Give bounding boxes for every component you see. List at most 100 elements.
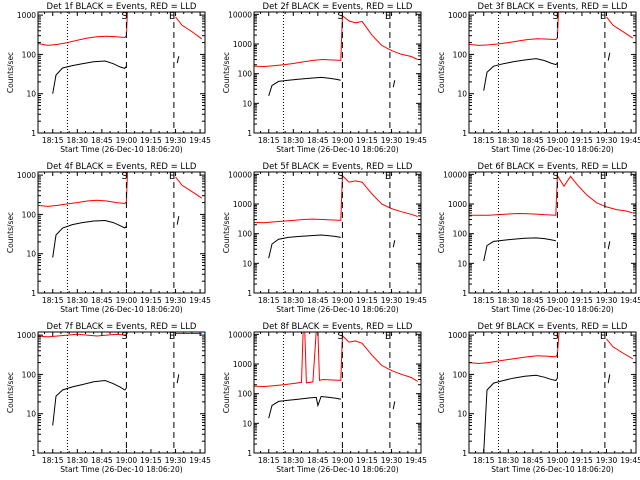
x-tick-label: 19:15 (356, 456, 378, 465)
plot-frame (253, 171, 422, 294)
plot-frame (37, 171, 206, 294)
series-group (469, 332, 633, 453)
series-line-lld (38, 12, 202, 46)
y-axis-label: Counts/sec (437, 52, 446, 93)
series-line-events (483, 52, 611, 91)
x-tick-label: 19:30 (165, 456, 187, 465)
panel-title: Det 7f BLACK = Events, RED = LLD (47, 322, 197, 332)
x-tick-label: 19:15 (356, 296, 378, 305)
panel-title: Det 6f BLACK = Events, RED = LLD (478, 162, 628, 172)
panel-title: Det 4f BLACK = Events, RED = LLD (47, 162, 197, 172)
y-tick-label: 1 (462, 449, 467, 458)
x-tick-label: 19:30 (165, 136, 187, 145)
plot-frame (468, 171, 637, 294)
series-group (254, 332, 418, 419)
panel-title: Det 5f BLACK = Events, RED = LLD (263, 162, 413, 172)
panel-title: Det 1f BLACK = Events, RED = LLD (47, 2, 197, 12)
x-tick-label: 18:45 (522, 296, 544, 305)
x-tick-label: 18:45 (91, 136, 113, 145)
series-line-events (483, 237, 611, 262)
y-tick-label: 10 (457, 410, 467, 419)
x-tick-label: 18:30 (282, 296, 304, 305)
x-tick-label: 18:45 (307, 296, 329, 305)
x-tick-label: 18:15 (258, 136, 280, 145)
panel-title: Det 2f BLACK = Events, RED = LLD (263, 2, 413, 12)
x-tick-label: 18:45 (522, 456, 544, 465)
x-tick-label: 18:45 (307, 136, 329, 145)
series-line-lld (254, 14, 418, 68)
x-tick-label: 19:00 (332, 136, 354, 145)
x-tick-label: 18:15 (473, 296, 495, 305)
x-tick-label: 19:15 (571, 456, 593, 465)
marker-label: S (121, 171, 127, 182)
x-tick-label: 19:15 (140, 456, 162, 465)
y-tick-label: 1000 (233, 40, 252, 49)
x-tick-label: 19:15 (356, 136, 378, 145)
x-tick-label: 19:30 (596, 456, 618, 465)
x-tick-label: 18:30 (66, 456, 88, 465)
plot-frame (253, 331, 422, 454)
marker-label: S (121, 331, 127, 342)
x-tick-label: 19:15 (571, 136, 593, 145)
plot-frame (253, 11, 422, 134)
plot-frame (37, 331, 206, 454)
x-tick-label: 18:30 (497, 456, 519, 465)
x-tick-label: 19:45 (620, 456, 640, 465)
marker-label: S (552, 171, 558, 182)
marker-label: E (385, 11, 391, 22)
y-tick-label: 1 (31, 449, 36, 458)
marker-label: S (121, 11, 127, 22)
x-tick-label: 18:15 (258, 296, 280, 305)
series-group (469, 174, 633, 262)
x-tick-label: 18:30 (497, 136, 519, 145)
y-tick-label: 10 (26, 250, 36, 259)
y-axis-label: Counts/sec (437, 372, 446, 413)
x-tick-label: 19:45 (620, 296, 640, 305)
y-tick-label: 1000 (448, 200, 467, 209)
y-tick-label: 100 (238, 230, 253, 239)
marker-label: E (385, 171, 391, 182)
marker-label: E (385, 331, 391, 342)
x-tick-label: 19:45 (189, 456, 211, 465)
marker-label: E (169, 331, 175, 342)
x-tick-label: 18:15 (473, 456, 495, 465)
x-tick-label: 19:00 (116, 136, 138, 145)
series-line-events (52, 216, 180, 258)
x-tick-label: 18:30 (66, 136, 88, 145)
x-tick-label: 19:00 (332, 456, 354, 465)
marker-label: E (169, 11, 175, 22)
y-axis-label: Counts/sec (222, 212, 231, 253)
y-tick-label: 100 (22, 370, 37, 379)
x-tick-label: 19:00 (116, 296, 138, 305)
x-tick-label: 19:15 (140, 296, 162, 305)
y-tick-label: 10 (457, 259, 467, 268)
y-axis-label: Counts/sec (6, 212, 15, 253)
marker-label: S (552, 331, 558, 342)
y-axis-label: Counts/sec (6, 372, 15, 413)
x-tick-label: 19:45 (405, 456, 427, 465)
x-tick-label: 18:30 (497, 296, 519, 305)
marker-label: S (552, 11, 558, 22)
x-axis-label: Start Time (26-Dec-10 18:06:20) (276, 465, 398, 474)
x-axis-label: Start Time (26-Dec-10 18:06:20) (276, 305, 398, 314)
y-axis-label: Counts/sec (6, 52, 15, 93)
series-line-events (483, 374, 611, 453)
x-tick-label: 19:45 (189, 136, 211, 145)
marker-label: E (600, 331, 606, 342)
x-axis-label: Start Time (26-Dec-10 18:06:20) (491, 145, 613, 154)
y-tick-label: 10 (242, 99, 252, 108)
x-tick-label: 18:15 (473, 136, 495, 145)
x-tick-label: 19:00 (547, 456, 569, 465)
panel-title: Det 9f BLACK = Events, RED = LLD (478, 322, 628, 332)
x-tick-label: 19:45 (189, 296, 211, 305)
marker-label: E (600, 171, 606, 182)
y-tick-label: 1000 (448, 331, 467, 340)
plot-frame (468, 331, 637, 454)
y-tick-label: 10 (242, 259, 252, 268)
